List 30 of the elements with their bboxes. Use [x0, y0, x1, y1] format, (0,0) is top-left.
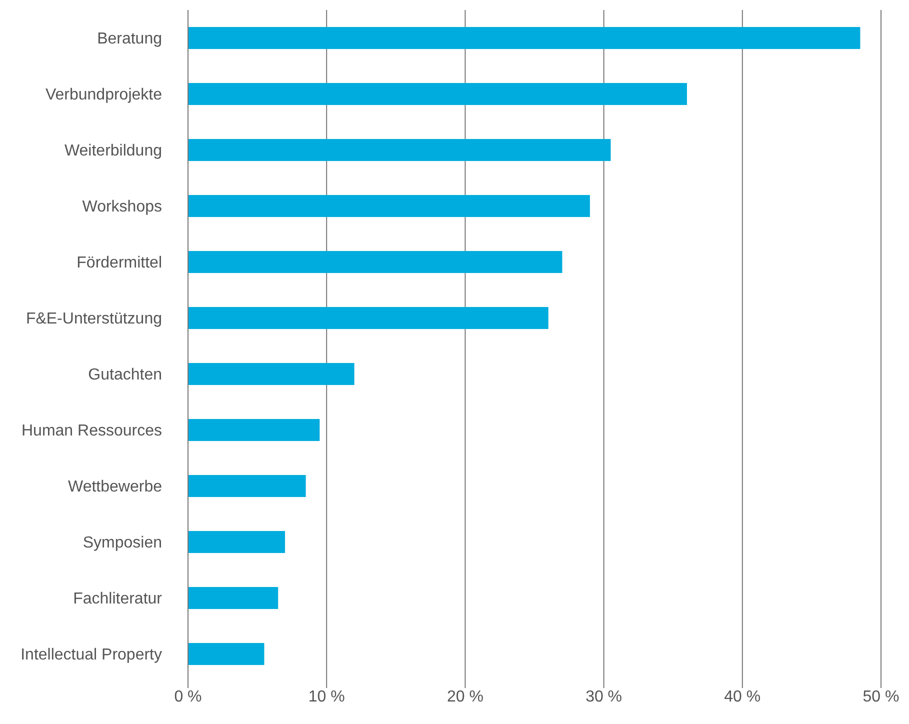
bar [188, 83, 687, 105]
y-tick-label: Gutachten [88, 366, 162, 384]
bar [188, 195, 590, 217]
bar [188, 27, 860, 49]
y-tick-label: Fachliteratur [73, 590, 163, 608]
y-tick-label: Wettbewerbe [68, 478, 162, 496]
bar [188, 587, 278, 609]
x-tick-label: 30 % [586, 688, 622, 706]
bar [188, 643, 264, 665]
y-tick-label: F&E-Unterstützung [26, 310, 162, 328]
bar [188, 363, 354, 385]
bar [188, 531, 286, 553]
bar [188, 307, 548, 329]
x-tick-label: 50 % [862, 688, 900, 706]
bar [188, 251, 562, 273]
y-tick-label: Workshops [82, 198, 162, 216]
x-tick-label: 10 % [308, 688, 345, 706]
y-tick-label: Symposien [82, 534, 162, 552]
bar [188, 139, 611, 161]
y-tick-label: Human Ressources [22, 422, 162, 440]
bar [188, 419, 320, 441]
y-tick-label: Weiterbildung [64, 142, 162, 160]
x-tick-label: 20 % [446, 688, 484, 706]
bar [188, 475, 306, 497]
y-tick-label: Intellectual Property [20, 646, 162, 664]
x-tick-label: 40 % [724, 688, 761, 706]
y-tick-label: Verbundprojekte [45, 86, 162, 104]
y-tick-label: Beratung [97, 30, 162, 48]
x-tick-label: 0 % [174, 688, 202, 706]
y-tick-label: Fördermittel [76, 254, 162, 272]
